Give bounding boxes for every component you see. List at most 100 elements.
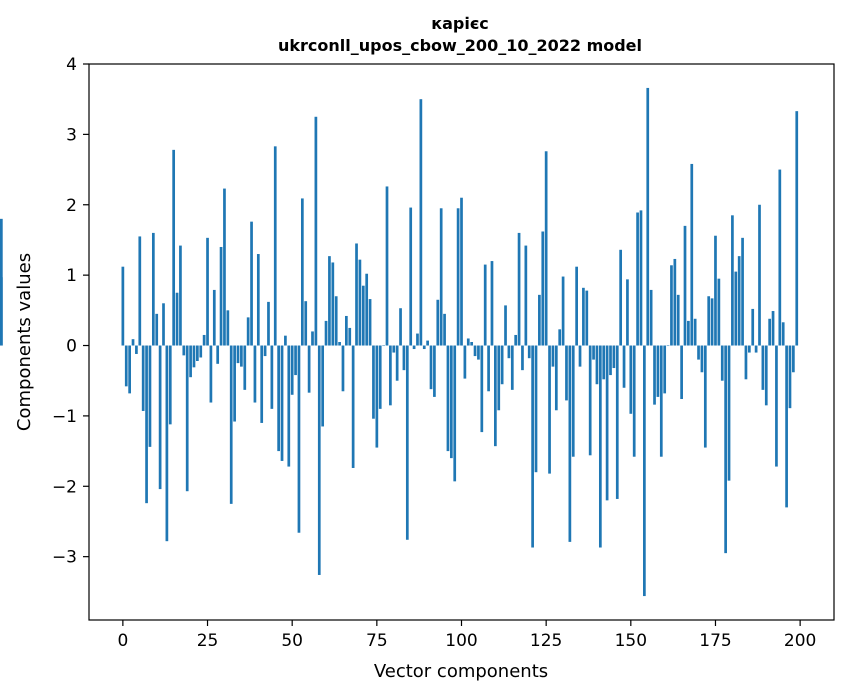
bar-component-32: [229, 345, 233, 504]
bar-component-75: [375, 345, 379, 448]
bar-component-60: [324, 320, 328, 346]
bar-component-64: [338, 342, 341, 346]
bar-component-25: [206, 237, 209, 346]
bar-component-138: [588, 345, 592, 456]
bar-component-77: [382, 345, 385, 347]
bar-component-106: [480, 345, 484, 433]
bar-component-18: [182, 345, 186, 356]
bar-component-95: [443, 313, 446, 346]
bar-component-5: [138, 236, 142, 346]
bar-component-102: [466, 338, 470, 346]
bar-component-27: [212, 289, 216, 346]
bar-component-181: [734, 271, 738, 346]
bar-component-0: [121, 266, 125, 346]
bar-component-179: [727, 345, 731, 481]
bar-component-85: [409, 207, 413, 346]
bar-component-99: [456, 208, 460, 346]
bar-component-73: [368, 299, 372, 346]
bar-component-121: [531, 345, 534, 548]
y-axis-ticks: −3 −2 −1 0 1 2 3 4: [52, 55, 89, 568]
bar-component-17: [179, 245, 182, 346]
bar-component-114: [507, 345, 511, 359]
bar-component-28: [216, 345, 220, 364]
bar-component-44: [270, 345, 274, 409]
bar-component-104: [473, 345, 477, 357]
x-tick-label: 25: [197, 631, 219, 651]
bar-component-150: [629, 345, 633, 414]
bar-component-48: [284, 335, 287, 346]
bar-component-124: [541, 231, 545, 346]
bar-component-152: [636, 212, 639, 346]
bar-component-166: [683, 225, 687, 346]
bar-component-146: [615, 345, 619, 499]
bar-component-128: [554, 345, 558, 411]
bar-component-59: [321, 345, 325, 427]
bar-component-135: [578, 345, 582, 367]
bar-component-164: [676, 294, 680, 346]
bar-component-196: [785, 345, 788, 508]
bar-component-78: [385, 186, 389, 346]
bar-component-189: [761, 345, 765, 390]
bar-component-118: [521, 345, 524, 371]
bar-component-54: [304, 301, 308, 346]
bar-component-38: [250, 221, 253, 346]
y-tick-label: 3: [66, 125, 77, 145]
bar-component-129: [558, 329, 562, 346]
bar-component-55: [307, 345, 311, 393]
bar-component-90: [426, 340, 429, 346]
bar-component-87: [416, 333, 419, 346]
bar-component-107: [483, 264, 487, 346]
bar-component-120: [527, 345, 531, 359]
chart-title-line2: ukrconll_upos_cbow_200_10_2022 model: [278, 36, 642, 55]
bar-component-undefined: [0, 277, 3, 346]
bar-component-12: [162, 303, 165, 346]
bar-component-127: [551, 345, 555, 367]
bar-component-10: [155, 313, 159, 346]
bar-component-15: [172, 149, 176, 346]
bar-component-82: [399, 308, 402, 346]
bar-component-35: [240, 345, 243, 367]
bar-component-191: [768, 318, 772, 346]
bar-component-6: [141, 345, 145, 411]
bar-component-195: [781, 322, 785, 346]
bar-component-168: [690, 163, 694, 346]
bar-component-100: [460, 197, 463, 346]
bar-component-84: [405, 345, 409, 540]
bar-component-36: [243, 345, 247, 390]
bar-component-14: [168, 345, 172, 425]
bar-component-115: [510, 345, 514, 390]
x-tick-label: 100: [445, 631, 477, 651]
bar-component-125: [544, 151, 548, 346]
bar-component-136: [582, 287, 585, 346]
x-tick-label: 0: [117, 631, 128, 651]
bar-component-91: [429, 345, 433, 390]
bar-component-180: [731, 215, 734, 346]
bar-component-29: [219, 246, 223, 346]
y-tick-label: −1: [52, 407, 77, 427]
bar-component-19: [185, 345, 189, 492]
bar-component-50: [290, 345, 294, 395]
bar-component-33: [233, 345, 236, 422]
bar-component-4: [135, 345, 138, 354]
bar-component-72: [365, 273, 369, 346]
bar-component-26: [209, 345, 213, 403]
bar-component-63: [334, 296, 338, 346]
bar-component-110: [494, 345, 497, 447]
bar-component-92: [433, 345, 436, 397]
bar-component-113: [504, 305, 507, 346]
bar-component-13: [165, 345, 169, 542]
bar-component-123: [538, 294, 541, 346]
bar-component-96: [446, 345, 450, 452]
bar-component-105: [477, 345, 480, 360]
x-tick-label: 150: [615, 631, 647, 651]
bar-component-56: [311, 331, 314, 346]
bar-component-153: [639, 210, 643, 346]
bar-component-131: [565, 345, 568, 401]
bar-component-187: [754, 345, 758, 353]
bar-component-133: [571, 345, 575, 457]
bar-component-45: [273, 146, 277, 346]
bar-component-97: [449, 345, 453, 459]
bar-component-161: [666, 345, 670, 347]
bar-component-147: [619, 249, 623, 346]
bar-component-197: [788, 345, 792, 409]
